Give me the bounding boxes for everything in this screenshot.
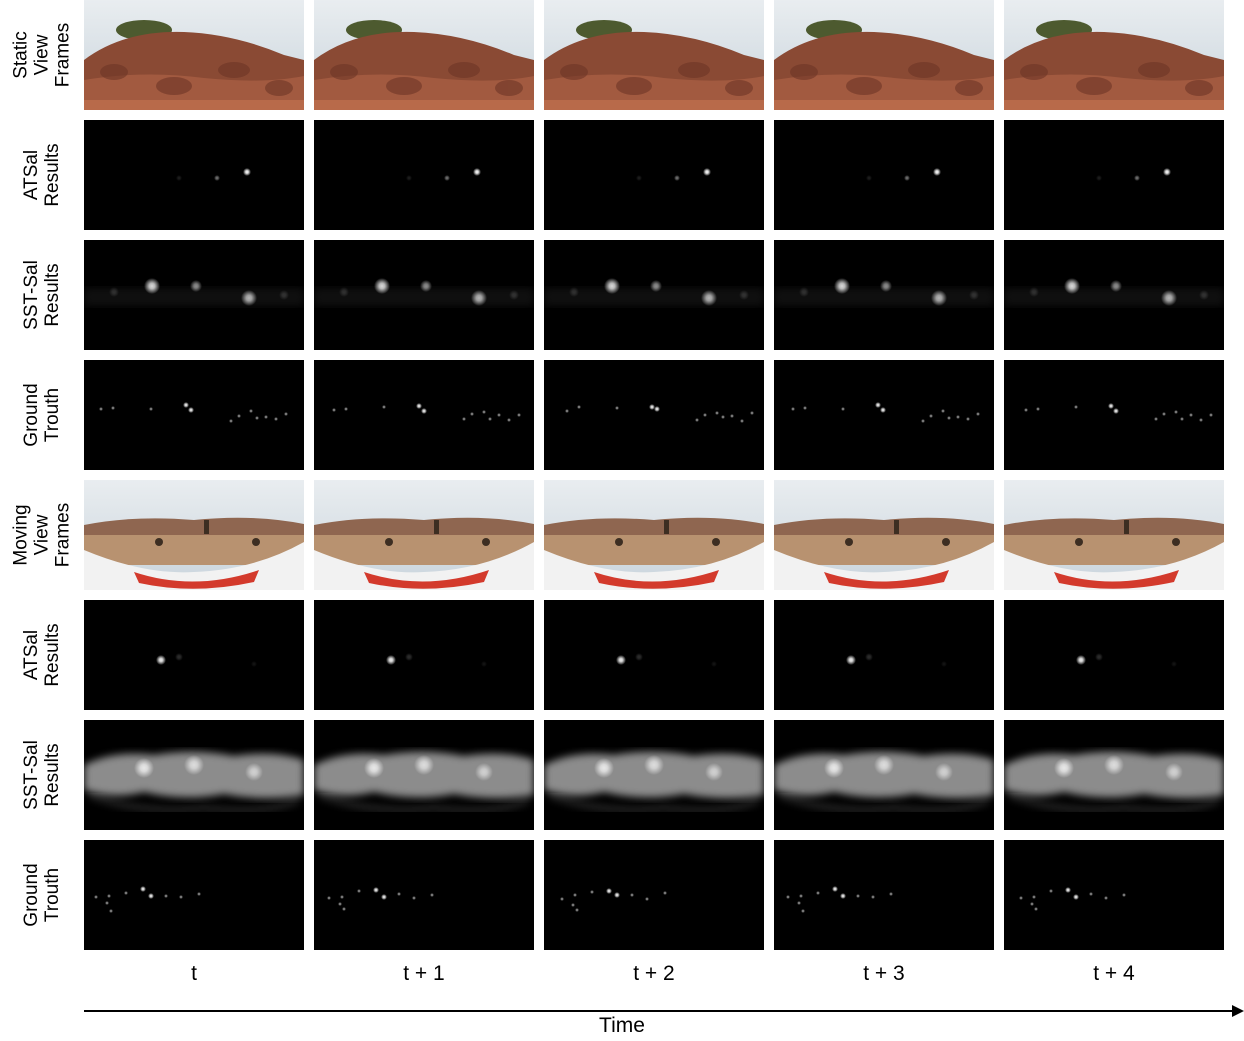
sstsal-moving-image-3 [774,720,994,830]
gt-static-image-4 [1004,360,1224,470]
sstsal-static-image-1 [314,240,534,350]
moving-frame-image-3 [774,480,994,590]
row-label-atsal-static: ATSal Results [21,143,63,207]
static-frame-image-2 [544,0,764,110]
sstsal-static-image-3 [774,240,994,350]
row-label-ground-truth-static: Ground Trouth [21,383,63,447]
atsal-moving-image-3 [774,600,994,710]
time-axis-arrow [84,1005,1244,1017]
gt-moving-image-1 [314,840,534,950]
atsal-static-image-3 [774,120,994,230]
sstsal-static-image-2 [544,240,764,350]
sstsal-moving-image-1 [314,720,534,830]
row-label-ground-truth-moving: Ground Trouth [21,863,63,927]
moving-frame-image-2 [544,480,764,590]
atsal-moving-image-1 [314,600,534,710]
static-frame-image-4 [1004,0,1224,110]
moving-frame-image-0 [84,480,304,590]
gt-moving-image-2 [544,840,764,950]
gt-static-image-0 [84,360,304,470]
gt-moving-image-0 [84,840,304,950]
atsal-static-image-1 [314,120,534,230]
gt-static-image-2 [544,360,764,470]
moving-frame-image-4 [1004,480,1224,590]
gt-moving-image-3 [774,840,994,950]
static-frame-image-3 [774,0,994,110]
column-label-t-plus-2: t + 2 [633,962,675,985]
column-label-t-plus-4: t + 4 [1093,962,1135,985]
time-axis-label: Time [599,1014,645,1037]
static-frame-image-0 [84,0,304,110]
column-label-t-plus-3: t + 3 [863,962,905,985]
static-frame-image-1 [314,0,534,110]
sstsal-moving-image-4 [1004,720,1224,830]
gt-static-image-3 [774,360,994,470]
row-label-sstsal-moving: SST-Sal Results [21,740,63,810]
sstsal-moving-image-2 [544,720,764,830]
row-label-moving-frames: Moving View Frames [10,502,74,568]
column-label-t: t [191,962,197,985]
atsal-moving-image-2 [544,600,764,710]
atsal-static-image-0 [84,120,304,230]
gt-moving-image-4 [1004,840,1224,950]
row-label-static-frames: Static View Frames [10,22,74,88]
row-label-sstsal-static: SST-Sal Results [21,260,63,330]
sstsal-moving-image-0 [84,720,304,830]
column-label-t-plus-1: t + 1 [403,962,445,985]
moving-frame-image-1 [314,480,534,590]
gt-static-image-1 [314,360,534,470]
sstsal-static-image-4 [1004,240,1224,350]
atsal-moving-image-0 [84,600,304,710]
atsal-moving-image-4 [1004,600,1224,710]
atsal-static-image-4 [1004,120,1224,230]
row-label-atsal-moving: ATSal Results [21,623,63,687]
sstsal-static-image-0 [84,240,304,350]
atsal-static-image-2 [544,120,764,230]
